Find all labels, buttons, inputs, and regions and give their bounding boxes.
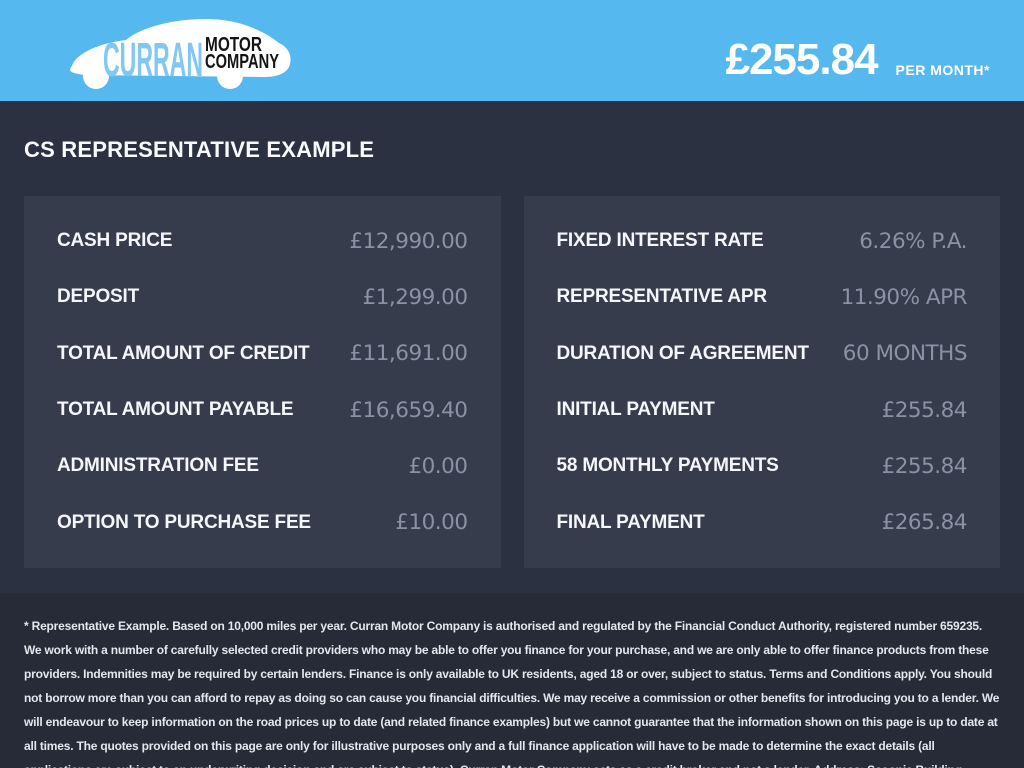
finance-value: £10.00: [395, 510, 468, 536]
finance-value: £12,990.00: [349, 228, 468, 254]
finance-value: £11,691.00: [349, 341, 468, 367]
monthly-price-suffix: PER MONTH*: [895, 61, 990, 78]
finance-value: 11.90% APR: [840, 284, 968, 310]
finance-label: REPRESENTATIVE APR: [556, 286, 768, 308]
finance-value: £1,299.00: [362, 284, 468, 310]
finance-row: REPRESENTATIVE APR 11.90% APR: [557, 269, 968, 325]
finance-row: FIXED INTEREST RATE 6.26% P.A.: [557, 213, 968, 269]
finance-label: CASH PRICE: [57, 230, 173, 252]
finance-label: INITIAL PAYMENT: [556, 399, 715, 421]
finance-row: 58 MONTHLY PAYMENTS £255.84: [557, 438, 968, 494]
finance-row: OPTION TO PURCHASE FEE £10.00: [57, 495, 468, 551]
disclaimer-text: * Representative Example. Based on 10,00…: [24, 619, 1000, 768]
finance-row: INITIAL PAYMENT £255.84: [557, 382, 968, 438]
logo-sub-text-company: COMPANY: [205, 51, 279, 73]
finance-example-section: CS REPRESENTATIVE EXAMPLE CASH PRICE £12…: [0, 101, 1024, 593]
finance-label: TOTAL AMOUNT PAYABLE: [57, 399, 294, 421]
finance-value: 60 MONTHS: [842, 341, 968, 367]
finance-label: FIXED INTEREST RATE: [556, 230, 764, 252]
car-rear-wheel: [217, 63, 243, 89]
finance-label: TOTAL AMOUNT OF CREDIT: [57, 342, 310, 364]
finance-value: £0.00: [408, 453, 468, 479]
finance-label: DURATION OF AGREEMENT: [556, 342, 809, 364]
finance-value: £255.84: [881, 453, 968, 479]
finance-label: ADMINISTRATION FEE: [57, 455, 259, 477]
brand-logo[interactable]: CURRAN MOTOR COMPANY: [62, 14, 292, 94]
finance-label: DEPOSIT: [57, 286, 140, 308]
finance-panel-right: FIXED INTEREST RATE 6.26% P.A. REPRESENT…: [523, 196, 1000, 568]
finance-panels: CASH PRICE £12,990.00 DEPOSIT £1,299.00 …: [24, 196, 1000, 568]
finance-row: FINAL PAYMENT £265.84: [557, 495, 968, 551]
finance-row: ADMINISTRATION FEE £0.00: [57, 438, 468, 494]
car-front-wheel: [83, 63, 109, 89]
finance-row: DURATION OF AGREEMENT 60 MONTHS: [557, 326, 968, 382]
finance-row: TOTAL AMOUNT OF CREDIT £11,691.00: [57, 326, 468, 382]
finance-value: £255.84: [881, 397, 968, 423]
finance-value: 6.26% P.A.: [859, 228, 967, 254]
topbar: CURRAN MOTOR COMPANY £255.84 PER MONTH*: [0, 0, 1024, 101]
monthly-price: £255.84: [725, 35, 878, 84]
logo-brand-text: CURRAN: [103, 34, 203, 87]
page-title: CS REPRESENTATIVE EXAMPLE: [24, 137, 375, 162]
finance-row: DEPOSIT £1,299.00: [57, 269, 468, 325]
finance-row: CASH PRICE £12,990.00: [57, 213, 468, 269]
car-logo-icon: CURRAN MOTOR COMPANY: [70, 19, 291, 89]
logo-sub-text-motor: MOTOR: [205, 34, 262, 56]
monthly-price-group: £255.84 PER MONTH*: [725, 0, 990, 101]
finance-panel-left: CASH PRICE £12,990.00 DEPOSIT £1,299.00 …: [24, 196, 501, 568]
disclaimer-section: * Representative Example. Based on 10,00…: [0, 593, 1024, 768]
finance-label: OPTION TO PURCHASE FEE: [57, 511, 311, 533]
finance-label: 58 MONTHLY PAYMENTS: [556, 455, 779, 477]
finance-value: £16,659.40: [349, 397, 468, 423]
finance-label: FINAL PAYMENT: [556, 511, 705, 533]
finance-row: TOTAL AMOUNT PAYABLE £16,659.40: [57, 382, 468, 438]
finance-value: £265.84: [881, 510, 968, 536]
